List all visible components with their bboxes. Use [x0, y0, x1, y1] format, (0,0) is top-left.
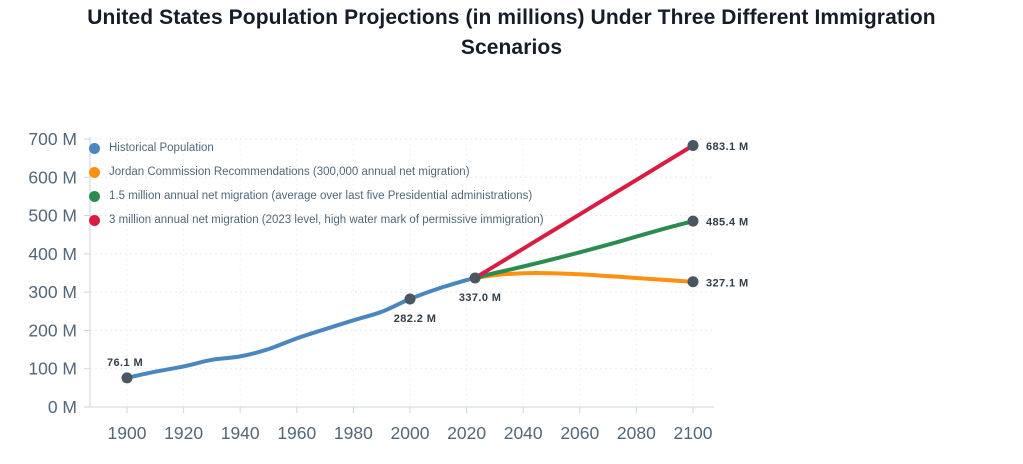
series-line-historical — [125, 276, 478, 380]
point-label: 337.0 M — [459, 292, 502, 304]
legend-label: 1.5 million annual net migration (averag… — [109, 190, 533, 202]
point-label: 282.2 M — [394, 313, 437, 325]
x-tick-label: 2100 — [674, 423, 713, 443]
x-tick-label: 1980 — [334, 423, 373, 443]
point-labels: 76.1 M 282.2 M 337.0 M 683.1 M 485.4 M 327.1 … — [107, 141, 749, 369]
gridlines — [90, 138, 714, 407]
data-point-marker — [121, 372, 133, 384]
point-markers — [121, 139, 699, 384]
axes: 1900 1920 1940 1960 1980 2000 2020 2040 2060 2080… — [28, 129, 714, 443]
y-tick-label: 400 M — [28, 244, 77, 264]
x-tick-label: 1900 — [108, 423, 147, 443]
x-tick-label: 2000 — [391, 423, 430, 443]
y-tick-label: 600 M — [28, 167, 77, 187]
y-tick-label: 700 M — [28, 129, 77, 149]
data-point-marker — [469, 272, 481, 284]
series-line-net-migration-3m — [473, 143, 695, 280]
y-tick-label: 500 M — [28, 206, 77, 226]
y-tick-label: 100 M — [28, 359, 77, 379]
point-label: 683.1 M — [706, 141, 749, 153]
data-point-marker — [404, 293, 416, 305]
x-tick-label: 2020 — [447, 423, 486, 443]
x-tick-label: 1920 — [164, 423, 203, 443]
legend-item-jordan-commission: Jordan Commission Recommendations (300,0… — [89, 160, 544, 184]
legend-swatch-icon — [89, 214, 100, 226]
y-tick-label: 200 M — [28, 320, 77, 340]
legend-swatch-icon — [89, 142, 100, 154]
x-tick-label: 1940 — [221, 423, 260, 443]
point-label: 76.1 M — [107, 357, 143, 369]
data-point-marker — [687, 139, 699, 151]
legend-item-historical: Historical Population — [89, 136, 544, 160]
legend-item-net-migration-1-5m: 1.5 million annual net migration (averag… — [89, 184, 544, 208]
legend-swatch-icon — [89, 190, 100, 202]
legend-item-net-migration-3m: 3 million annual net migration (2023 lev… — [89, 208, 544, 232]
y-tick-label: 0 M — [48, 397, 77, 417]
x-tick-label: 1960 — [277, 423, 316, 443]
x-tick-label: 2060 — [560, 423, 599, 443]
x-tick-label: 2040 — [504, 423, 543, 443]
legend-swatch-icon — [89, 166, 100, 178]
point-label: 327.1 M — [706, 277, 749, 289]
series-lines — [125, 143, 695, 380]
legend-label: Jordan Commission Recommendations (300,0… — [109, 166, 470, 178]
data-point-marker — [687, 276, 699, 288]
x-tick-label: 2080 — [617, 423, 656, 443]
legend-label: 3 million annual net migration (2023 lev… — [109, 214, 544, 226]
chart-title: United States Population Projections (in… — [87, 6, 936, 60]
series-line-net-migration-1-5m — [473, 219, 695, 280]
data-point-marker — [687, 215, 699, 227]
y-tick-label: 300 M — [28, 282, 77, 302]
point-label: 485.4 M — [706, 217, 749, 229]
chart-legend: Historical Population Jordan Commission R… — [89, 136, 544, 232]
series-line-jordan-commission — [473, 271, 695, 284]
legend-label: Historical Population — [109, 142, 214, 154]
